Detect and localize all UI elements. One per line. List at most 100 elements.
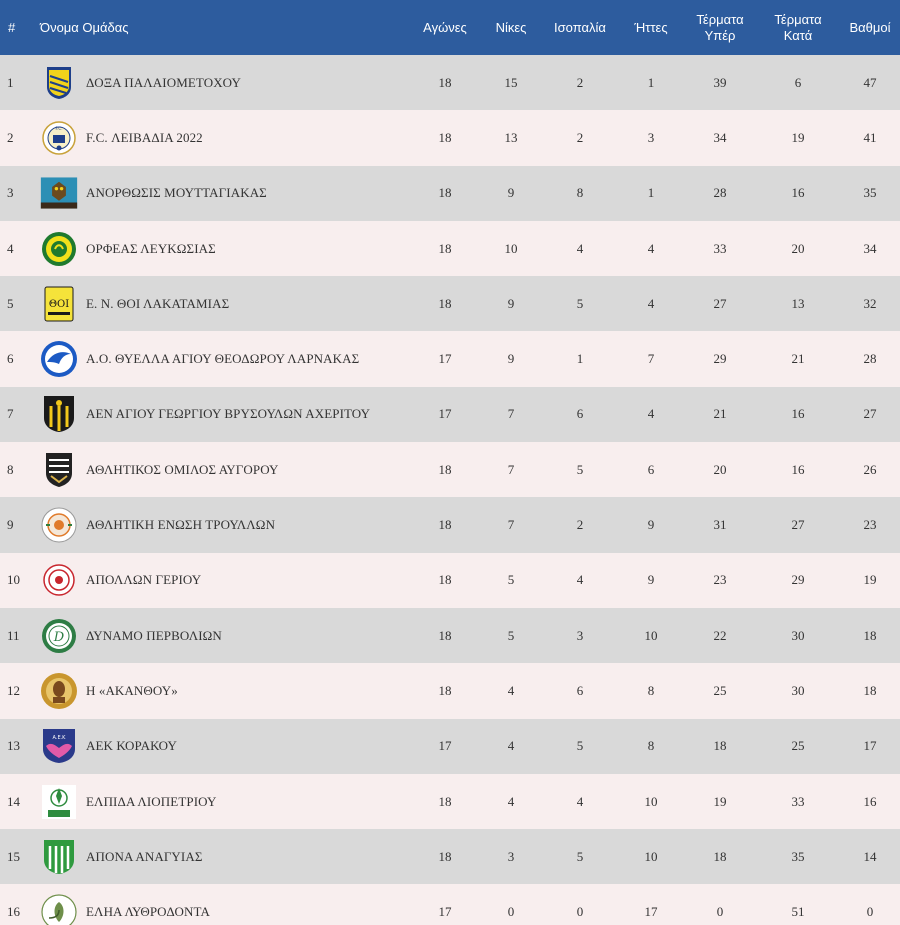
wins-cell: 5 [507,627,515,643]
played-cell: 17 [438,351,452,367]
header-played: Αγώνες [423,19,467,35]
losses-cell: 8 [647,682,655,698]
team-name: ΔΟΞΑ ΠΑΛΑΙΟΜΕΤΟΧΟΥ [86,74,242,90]
team-cell: ΑΠΟΛΛΩΝ ΓΕΡΙΟΥ [40,553,410,608]
losses-cell: 10 [644,627,658,643]
team-cell: ΔΟΞΑ ΠΑΛΑΙΟΜΕΤΟΧΟΥ [40,55,410,110]
played-cell: 17 [438,738,452,754]
svg-text:ΘΟΙ: ΘΟΙ [49,299,69,310]
team-name: Η «ΑΚΑΝΘΟΥ» [86,682,178,698]
aek-crest-icon: A.E.K [40,727,78,765]
goals-for-cell: 19 [713,793,727,809]
header-goals-for-line1: Τέρματα [696,11,744,27]
points-cell: 41 [863,129,877,145]
elia-crest-icon [40,893,78,925]
goals-for-cell: 23 [713,572,727,588]
draws-cell: 0 [576,904,584,920]
draws-cell: 4 [576,240,584,256]
table-body: 1 ΔΟΞΑ ΠΑΛΑΙΟΜΕΤΟΧΟΥ 18 15 2 1 39 6 47 2… [0,55,900,925]
losses-cell: 1 [647,74,655,90]
header-goals-for: Τέρματα Υπέρ [684,0,756,55]
header-goals-against-line1: Τέρματα [774,11,822,27]
table-row: 1 ΔΟΞΑ ΠΑΛΑΙΟΜΕΤΟΧΟΥ 18 15 2 1 39 6 47 [0,55,900,111]
team-name: Α.Ο. ΘΥΕΛΛΑ ΑΓΙΟΥ ΘΕΟΔΩΡΟΥ ΛΑΡΝΑΚΑΣ [86,351,360,367]
position-cell: 16 [7,904,20,920]
table-row: 3 ΑΝΟΡΘΩΣΙΣ ΜΟΥΤΤΑΓΙΑΚΑΣ 18 9 8 1 28 16 … [0,165,900,221]
losses-cell: 4 [647,240,655,256]
wins-cell: 15 [504,74,518,90]
played-cell: 18 [438,240,452,256]
team-cell: ΑΕΝ ΑΓΙΟΥ ΓΕΩΡΓΙΟΥ ΒΡΥΣΟΥΛΩΝ ΑΧΕΡΙΤΟΥ [40,387,410,442]
goals-for-cell: 18 [713,738,727,754]
points-cell: 28 [863,351,877,367]
position-cell: 6 [7,351,14,367]
table-row: 2 F.C. F.C. ΛΕΙΒΑΔΙΑ 2022 18 13 2 3 34 1… [0,110,900,166]
points-cell: 18 [863,682,877,698]
position-cell: 14 [7,793,20,809]
points-cell: 18 [863,627,877,643]
played-cell: 18 [438,682,452,698]
aen-crest-icon [40,395,78,433]
header-team-name: Όνομα Ομάδας [40,19,129,35]
played-cell: 18 [438,185,452,201]
played-cell: 18 [438,572,452,588]
goals-against-cell: 30 [791,682,805,698]
header-wins: Νίκες [495,19,527,35]
points-cell: 0 [866,904,874,920]
table-row: 9 ΑΘΛΗΤΙΚΗ ΕΝΩΣΗ ΤΡΟΥΛΛΩΝ 18 7 2 9 31 27… [0,497,900,553]
wins-cell: 4 [507,793,515,809]
wins-cell: 9 [507,185,515,201]
team-name: ΕΛΗΑ ΛΥΘΡΟΔΟΝΤΑ [86,904,211,920]
points-cell: 32 [863,295,877,311]
goals-against-cell: 21 [791,351,805,367]
svg-text:D: D [53,630,65,645]
team-cell: ΘΟΙ Ε. Ν. ΘΟΙ ΛΑΚΑΤΑΜΙΑΣ [40,276,410,331]
goals-against-cell: 51 [791,904,805,920]
draws-cell: 5 [576,461,584,477]
team-cell: ΕΛΠΙΔΑ ΛΙΟΠΕΤΡΙΟΥ [40,774,410,829]
position-cell: 9 [7,517,14,533]
goals-for-cell: 21 [713,406,727,422]
goals-against-cell: 16 [791,185,805,201]
table-row: 11 D ΔΥΝΑΜΟ ΠΕΡΒΟΛΙΩΝ 18 5 3 10 22 30 18 [0,607,900,664]
team-cell: ΑΘΛΗΤΙΚΟΣ ΟΜΙΛΟΣ ΑΥΓΟΡΟΥ [40,442,410,497]
wins-cell: 7 [507,461,515,477]
table-row: 5 ΘΟΙ Ε. Ν. ΘΟΙ ΛΑΚΑΤΑΜΙΑΣ 18 9 5 4 27 1… [0,276,900,332]
position-cell: 15 [7,848,20,864]
goals-against-cell: 27 [791,517,805,533]
team-name: F.C. ΛΕΙΒΑΔΙΑ 2022 [86,129,203,145]
wins-cell: 4 [507,738,515,754]
played-cell: 18 [438,627,452,643]
losses-cell: 17 [644,904,658,920]
goals-for-cell: 27 [713,295,727,311]
wins-cell: 9 [507,351,515,367]
table-row: 6 Α.Ο. ΘΥΕΛΛΑ ΑΓΙΟΥ ΘΕΟΔΩΡΟΥ ΛΑΡΝΑΚΑΣ 17… [0,331,900,387]
wins-cell: 13 [504,129,518,145]
losses-cell: 4 [647,295,655,311]
table-row: 7 ΑΕΝ ΑΓΙΟΥ ΓΕΩΡΓΙΟΥ ΒΡΥΣΟΥΛΩΝ ΑΧΕΡΙΤΟΥ … [0,386,900,443]
losses-cell: 9 [647,517,655,533]
team-name: ΑΕΚ ΚΟΡΑΚΟΥ [86,738,178,754]
team-cell: ΑΠΟΝΑ ΑΝΑΓΥΙΑΣ [40,829,410,884]
team-cell: ΕΛΗΑ ΛΥΘΡΟΔΟΝΤΑ [40,884,410,925]
team-name: ΟΡΦΕΑΣ ΛΕΥΚΩΣΙΑΣ [86,240,216,256]
table-header-row: # Όνομα Ομάδας Αγώνες Νίκες Ισοπαλία Ήττ… [0,0,900,55]
goals-for-cell: 25 [713,682,727,698]
losses-cell: 1 [647,185,655,201]
points-cell: 34 [863,240,877,256]
team-name: ΑΘΛΗΤΙΚΟΣ ΟΜΙΛΟΣ ΑΥΓΟΡΟΥ [86,461,279,477]
team-name: ΑΝΟΡΘΩΣΙΣ ΜΟΥΤΤΑΓΙΑΚΑΣ [86,185,267,201]
table-row: 15 ΑΠΟΝΑ ΑΝΑΓΥΙΑΣ 18 3 5 10 18 35 14 [0,829,900,885]
played-cell: 18 [438,793,452,809]
header-goals-against: Τέρματα Κατά [756,0,840,55]
draws-cell: 6 [576,406,584,422]
position-cell: 7 [7,406,14,422]
played-cell: 18 [438,517,452,533]
position-cell: 11 [7,627,20,643]
thyella-crest-icon [40,340,78,378]
losses-cell: 8 [647,738,655,754]
draws-cell: 8 [576,185,584,201]
position-cell: 8 [7,461,14,477]
header-points: Βαθμοί [849,19,891,35]
goals-against-cell: 13 [791,295,805,311]
